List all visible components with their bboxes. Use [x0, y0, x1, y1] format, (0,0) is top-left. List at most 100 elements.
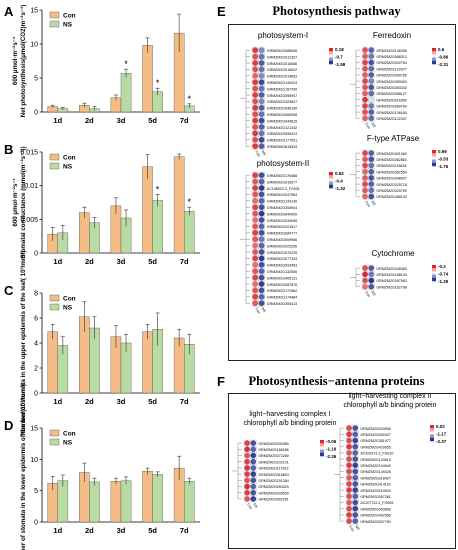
heat-cell [368, 72, 375, 78]
x-tick-label: 5d [148, 116, 157, 125]
heat-cell [362, 283, 368, 290]
heat-cell [346, 505, 352, 512]
heat-cell [346, 425, 352, 431]
heat-cell [258, 293, 265, 300]
gene-label: GRMZM2G096907 [267, 94, 297, 98]
heat-cell [258, 85, 265, 92]
legend-tick-label: -0.06 [326, 439, 337, 444]
gene-label: GRMZM2G087870 [267, 283, 297, 287]
heat-cell [252, 255, 259, 262]
gene-label: GRMZM2G093453 [267, 264, 297, 268]
panel-label-e: E [217, 4, 226, 19]
heat-cell [250, 483, 257, 490]
heat-cell [252, 185, 259, 191]
legend-gradient-step [430, 428, 434, 432]
dendrogram [350, 152, 360, 197]
heat-cell [362, 96, 368, 103]
legend-tick-label: -1.17 [436, 432, 447, 437]
heat-cell [258, 197, 265, 204]
gene-label: GRMZM2G030980 [258, 442, 288, 446]
heatmap-title: chlorophyll a/b binding protein [243, 420, 336, 427]
x-tick-label: 7d [180, 116, 189, 125]
chart-3: 0 2 4 6 8 Number of stomata in the upper epid… [20, 251, 200, 435]
heat-cell [368, 96, 375, 103]
heat-cell [258, 92, 265, 98]
x-tick-label: 2d [85, 257, 94, 266]
heat-cell [352, 512, 359, 518]
gene-label: GRMZM2G069098 [267, 113, 297, 117]
legend-label-ns: NS [63, 164, 73, 171]
heat-cell [258, 143, 265, 150]
heatmap-cyt: Cytochrome GRMZM2G038365 GRMZM2G168143 GRMZ… [350, 249, 449, 298]
heat-cell [244, 465, 250, 471]
heat-cell [368, 150, 375, 156]
heat-cell [368, 271, 375, 278]
heat-cell [244, 477, 250, 484]
x-tick-label: 2d [85, 397, 94, 406]
gene-label: GRMZM2G174984 [267, 296, 297, 300]
gene-label: GRMZM2G012397 [267, 55, 297, 59]
legend-gradient-step [430, 437, 434, 442]
heat-cell [368, 187, 375, 194]
heat-cell [252, 268, 259, 275]
gene-label: GRMZM2G011858 [376, 98, 406, 102]
legend-tick-label: -2.31 [438, 62, 449, 67]
gene-label: GRMZM2G118634 [376, 164, 406, 168]
legend-swatch-ns [49, 162, 60, 170]
column-label: Con [254, 307, 261, 315]
gene-label: GRMZM2G047954 [267, 193, 297, 197]
heat-cell [346, 456, 352, 462]
gene-label: GRMZM2G040050 [267, 212, 297, 216]
heat-cell [252, 210, 259, 217]
heat-cell [352, 425, 359, 431]
gene-label: GRMZM2G014653 [267, 75, 297, 79]
gene-label: GRMZM2G039539 [258, 491, 288, 495]
heat-cell [346, 431, 352, 438]
gene-label: GRMZM2G172962 [267, 289, 297, 293]
legend-gradient-step [430, 425, 434, 429]
heat-cell [362, 168, 368, 175]
gene-label: GRMZM2G072280 [258, 454, 288, 458]
gene-label: GRMZM2G059003 [376, 80, 406, 84]
heat-cell [362, 47, 368, 53]
gene-label: GRMZM2G016622 [267, 68, 297, 72]
gene-label: GRMZM2G162798 [376, 285, 406, 289]
heat-cell [368, 109, 375, 115]
legend-gradient-step [430, 434, 434, 439]
x-tick-label: 3d [117, 116, 126, 125]
y-tick-label: 10 [30, 42, 38, 49]
legend-tick-label: 0.69 [438, 149, 447, 154]
heat-cell [252, 223, 259, 230]
heatmap-title: Cytochrome [371, 249, 415, 258]
heat-cell [258, 124, 265, 130]
heatmap-lhc2: light−harvesting complex II chlorophyll a… [334, 393, 447, 532]
heat-cell [250, 477, 257, 484]
significance-mark: * [187, 197, 191, 207]
heat-cell [368, 265, 375, 271]
y-tick-label: 6 [34, 316, 38, 323]
heat-cell [258, 191, 265, 198]
legend-gradient-step [329, 60, 333, 65]
heat-cell [250, 452, 257, 459]
heat-cell [252, 85, 259, 92]
y-tick-label: 5 [34, 76, 38, 83]
legend-tick-label: -0.53 [438, 157, 449, 162]
y-tick-label: 0 [34, 520, 38, 527]
gene-label: GRMZM2G429955 [360, 445, 390, 449]
gene-label: GRMZM2G092427 [360, 433, 390, 437]
heat-cell [252, 92, 259, 98]
legend-tick-label: -1.76 [438, 164, 449, 169]
y-axis-label: Stomatal conductance (mmol(m⁻²s⁻¹)) [20, 146, 27, 258]
gene-label: GRMZM2G025256 [267, 244, 297, 248]
heat-cell [252, 98, 259, 105]
legend-tick-label: -0.7 [335, 55, 343, 60]
heat-cell [244, 440, 250, 446]
gene-label: GRMZM2G149428 [360, 470, 390, 474]
panel-label-f: F [217, 374, 225, 389]
y-tick-label: 10 [30, 457, 38, 464]
column-label: NS [252, 503, 258, 510]
gene-label: GRMZM2G057281 [360, 495, 390, 499]
